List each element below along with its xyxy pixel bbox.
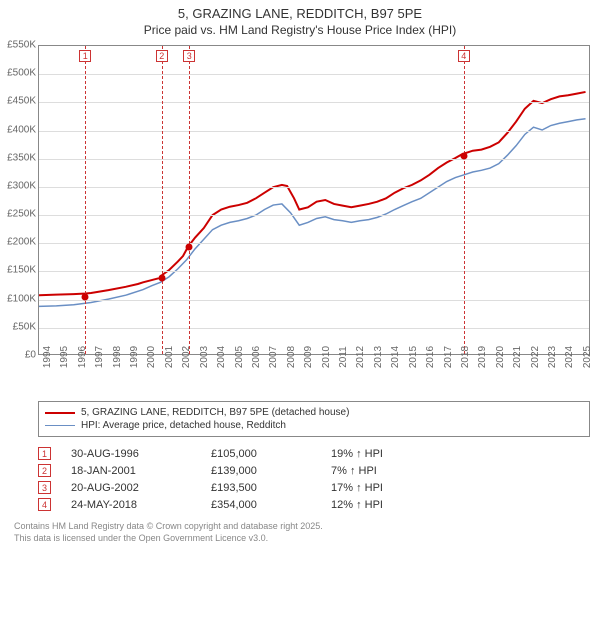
- gridline-h: [39, 243, 589, 244]
- event-vline: [464, 46, 465, 354]
- chart-title: 5, GRAZING LANE, REDDITCH, B97 5PE: [0, 6, 600, 21]
- sale-price: £139,000: [211, 465, 331, 477]
- y-axis-label: £250K: [0, 209, 36, 220]
- sale-marker: 4: [38, 498, 51, 511]
- x-axis-label: 2025: [578, 346, 600, 368]
- event-marker: 4: [458, 50, 470, 62]
- sale-date: 30-AUG-1996: [71, 448, 211, 460]
- event-vline: [162, 46, 163, 354]
- legend-label: HPI: Average price, detached house, Redd…: [81, 420, 286, 431]
- event-dot: [460, 153, 467, 160]
- sale-date: 24-MAY-2018: [71, 499, 211, 511]
- series-svg: [39, 46, 589, 354]
- sale-marker: 2: [38, 464, 51, 477]
- legend-item: 5, GRAZING LANE, REDDITCH, B97 5PE (deta…: [45, 406, 583, 419]
- gridline-h: [39, 102, 589, 103]
- chart-title-block: 5, GRAZING LANE, REDDITCH, B97 5PE Price…: [0, 0, 600, 39]
- sale-hpi: 12% ↑ HPI: [331, 499, 451, 511]
- y-axis-label: £450K: [0, 96, 36, 107]
- sale-date: 18-JAN-2001: [71, 465, 211, 477]
- event-dot: [186, 243, 193, 250]
- gridline-h: [39, 328, 589, 329]
- legend-box: 5, GRAZING LANE, REDDITCH, B97 5PE (deta…: [38, 401, 590, 437]
- event-dot: [158, 274, 165, 281]
- footer-attribution: Contains HM Land Registry data © Crown c…: [14, 521, 600, 544]
- y-axis-label: £50K: [0, 321, 36, 332]
- table-row: 2 18-JAN-2001£139,0007% ↑ HPI: [38, 462, 590, 479]
- gridline-h: [39, 271, 589, 272]
- y-axis-label: £500K: [0, 68, 36, 79]
- gridline-h: [39, 159, 589, 160]
- table-row: 4 24-MAY-2018£354,00012% ↑ HPI: [38, 496, 590, 513]
- sale-marker: 1: [38, 447, 51, 460]
- event-vline: [189, 46, 190, 354]
- sale-hpi: 7% ↑ HPI: [331, 465, 451, 477]
- chart-subtitle: Price paid vs. HM Land Registry's House …: [0, 23, 600, 37]
- legend-label: 5, GRAZING LANE, REDDITCH, B97 5PE (deta…: [81, 407, 349, 418]
- sale-hpi: 19% ↑ HPI: [331, 448, 451, 460]
- legend-item: HPI: Average price, detached house, Redd…: [45, 419, 583, 432]
- sale-hpi: 17% ↑ HPI: [331, 482, 451, 494]
- footer-line2: This data is licensed under the Open Gov…: [14, 533, 600, 545]
- y-axis-label: £550K: [0, 40, 36, 51]
- y-axis-label: £300K: [0, 180, 36, 191]
- footer-line1: Contains HM Land Registry data © Crown c…: [14, 521, 600, 533]
- legend-swatch: [45, 425, 75, 427]
- y-axis-label: £350K: [0, 152, 36, 163]
- table-row: 3 20-AUG-2002£193,50017% ↑ HPI: [38, 479, 590, 496]
- event-marker: 3: [183, 50, 195, 62]
- table-row: 1 30-AUG-1996£105,00019% ↑ HPI: [38, 445, 590, 462]
- gridline-h: [39, 215, 589, 216]
- y-axis-label: £0: [0, 350, 36, 361]
- gridline-h: [39, 74, 589, 75]
- y-axis-label: £100K: [0, 293, 36, 304]
- plot-region: 1 2 3 4: [38, 45, 590, 355]
- event-marker: 1: [79, 50, 91, 62]
- sale-price: £354,000: [211, 499, 331, 511]
- gridline-h: [39, 131, 589, 132]
- event-marker: 2: [156, 50, 168, 62]
- event-dot: [82, 293, 89, 300]
- event-vline: [85, 46, 86, 354]
- series-line: [39, 92, 586, 295]
- sales-table: 1 30-AUG-1996£105,00019% ↑ HPI 2 18-JAN-200…: [38, 445, 590, 513]
- gridline-h: [39, 300, 589, 301]
- y-axis-label: £200K: [0, 237, 36, 248]
- sale-date: 20-AUG-2002: [71, 482, 211, 494]
- series-line: [39, 119, 586, 307]
- legend-swatch: [45, 412, 75, 414]
- sale-price: £193,500: [211, 482, 331, 494]
- y-axis-label: £150K: [0, 265, 36, 276]
- y-axis-label: £400K: [0, 124, 36, 135]
- sale-price: £105,000: [211, 448, 331, 460]
- sale-marker: 3: [38, 481, 51, 494]
- chart-area: 1 2 3 4 £0 £50K £100K £150K £200K £250K £300K £350…: [0, 39, 600, 399]
- gridline-h: [39, 187, 589, 188]
